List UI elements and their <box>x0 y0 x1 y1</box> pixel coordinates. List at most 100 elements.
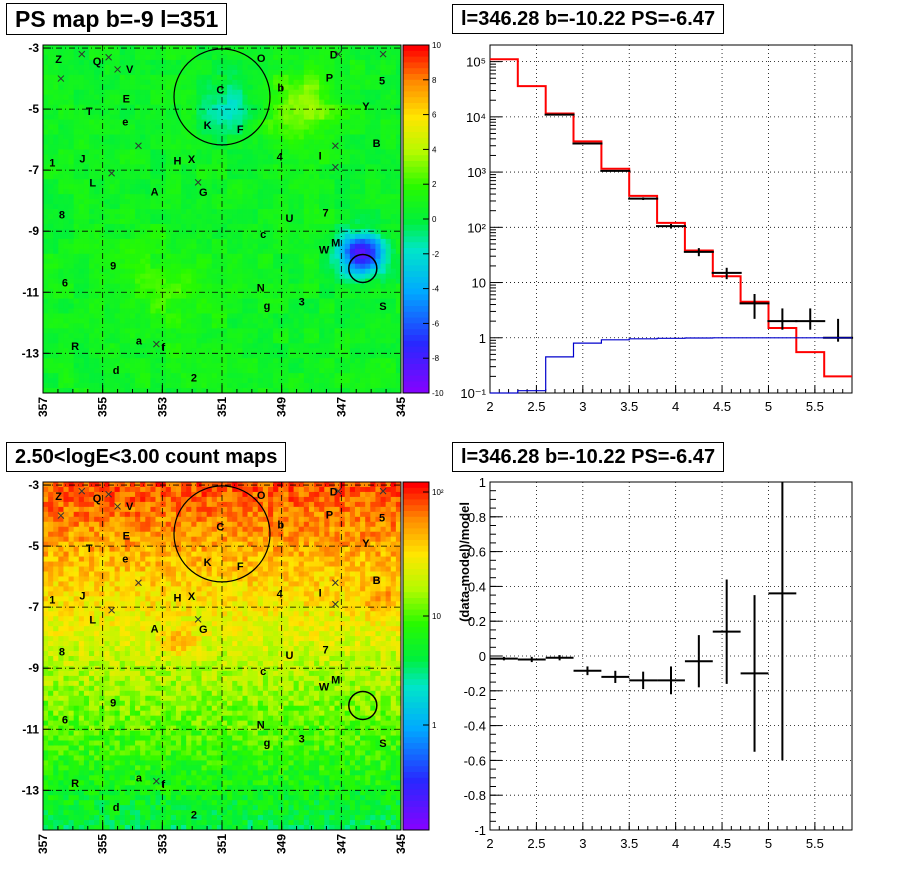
ps-map-pixel <box>53 333 59 339</box>
ps-map-pixel <box>145 59 151 66</box>
ps-map-source-label: 7 <box>322 208 328 220</box>
ps-map-pixel <box>222 263 228 270</box>
ps-map-pixel <box>99 164 105 170</box>
ps-map-pixel <box>242 378 248 384</box>
ps-map-pixel <box>308 129 315 135</box>
ps-map-pixel <box>83 268 90 275</box>
ps-map-pixel <box>135 373 141 379</box>
ps-map-pixel <box>104 114 110 120</box>
ps-map-pixel <box>206 268 213 275</box>
ps-map-pixel <box>257 79 264 86</box>
ps-map-xtick-label: 349 <box>275 397 289 417</box>
ps-map-pixel <box>242 219 248 225</box>
ps-map-pixel <box>334 313 341 319</box>
ps-map-pixel <box>283 253 289 260</box>
ps-map-pixel <box>324 298 330 304</box>
ps-map-pixel <box>135 388 141 394</box>
ps-map-pixel <box>53 144 59 150</box>
ps-map-pixel <box>186 154 192 160</box>
ps-map-pixel <box>99 169 105 175</box>
ps-map-pixel <box>94 219 100 225</box>
ps-map-pixel <box>293 59 300 66</box>
ps-map-pixel <box>145 318 151 324</box>
ps-map-pixel <box>170 278 177 285</box>
ps-map-pixel <box>298 69 305 76</box>
ps-map-pixel <box>68 248 75 255</box>
ps-map-pixel <box>73 214 80 220</box>
ps-map-pixel <box>308 149 315 155</box>
ps-map-pixel <box>232 104 238 111</box>
ps-map-pixel <box>94 124 100 130</box>
ps-map-pixel <box>216 154 223 160</box>
ps-map-pixel <box>257 298 264 304</box>
ps-map-pixel <box>191 109 197 115</box>
ps-map-pixel <box>268 283 274 289</box>
ps-map-pixel <box>354 154 361 160</box>
ps-map-pixel <box>257 243 264 250</box>
ps-map-pixel <box>334 184 341 190</box>
ps-map-pixel <box>104 348 110 354</box>
ps-map-pixel <box>63 253 69 260</box>
ps-map-pixel <box>298 268 305 275</box>
ps-map-pixel <box>308 378 315 384</box>
ps-map-pixel <box>175 149 182 155</box>
ps-map-pixel <box>196 248 202 255</box>
ps-map-pixel <box>145 54 151 61</box>
ps-map-pixel <box>73 84 80 91</box>
ps-map-pixel <box>247 94 254 101</box>
ps-map-pixel <box>129 219 136 225</box>
ps-map-pixel <box>89 64 95 71</box>
ps-map-pixel <box>273 174 279 180</box>
ps-map-pixel <box>334 273 341 280</box>
ps-map-pixel <box>89 149 95 155</box>
ps-map-pixel <box>344 149 351 155</box>
ps-map-pixel <box>48 129 54 135</box>
ps-map-pixel <box>390 119 397 125</box>
ps-map-pixel <box>53 328 59 334</box>
ps-map-pixel <box>83 219 90 225</box>
ps-map-pixel <box>303 134 310 140</box>
ps-map-pixel <box>370 109 376 115</box>
ps-map-pixel <box>237 308 243 314</box>
ps-map-pixel <box>165 79 172 86</box>
ps-map-pixel <box>303 298 310 304</box>
ps-map-pixel <box>349 278 356 285</box>
ps-map-pixel <box>232 194 238 200</box>
ps-map-pixel <box>354 104 361 111</box>
ps-map-pixel <box>339 298 346 304</box>
ps-map-pixel <box>319 54 325 61</box>
ps-map-pixel <box>278 89 284 96</box>
ps-map-pixel <box>329 189 335 195</box>
ps-map-pixel <box>155 373 162 379</box>
ps-map-pixel <box>160 214 167 220</box>
ps-map-pixel <box>252 333 259 339</box>
ps-map-pixel <box>145 308 151 314</box>
ps-map-pixel <box>283 109 289 115</box>
ps-map-pixel <box>339 248 346 255</box>
ps-map-pixel <box>375 353 381 359</box>
ps-map-pixel <box>390 59 397 66</box>
ps-map-pixel <box>339 184 346 190</box>
ps-map-pixel <box>375 293 381 299</box>
ps-map-pixel <box>99 368 105 374</box>
ps-map-pixel <box>150 134 156 140</box>
ps-map-pixel <box>278 238 284 245</box>
ps-map-pixel <box>339 134 346 140</box>
ps-map-pixel <box>124 119 131 125</box>
ps-map-pixel <box>53 45 59 51</box>
ps-map-pixel <box>283 323 289 329</box>
ps-map-pixel <box>211 219 218 225</box>
ps-map-pixel <box>165 199 172 205</box>
ps-map-pixel <box>390 343 397 349</box>
ps-map-pixel <box>94 99 100 106</box>
ps-map-pixel <box>196 79 202 86</box>
ps-map-pixel <box>227 348 233 354</box>
ps-map-pixel <box>385 174 392 180</box>
ps-map-pixel <box>308 84 315 91</box>
ps-map-pixel <box>283 194 289 200</box>
ps-map-pixel <box>365 154 371 160</box>
ps-map-pixel <box>73 253 80 260</box>
ps-map-pixel <box>232 228 238 235</box>
ps-map-pixel <box>181 313 187 319</box>
ps-map-pixel <box>390 214 397 220</box>
